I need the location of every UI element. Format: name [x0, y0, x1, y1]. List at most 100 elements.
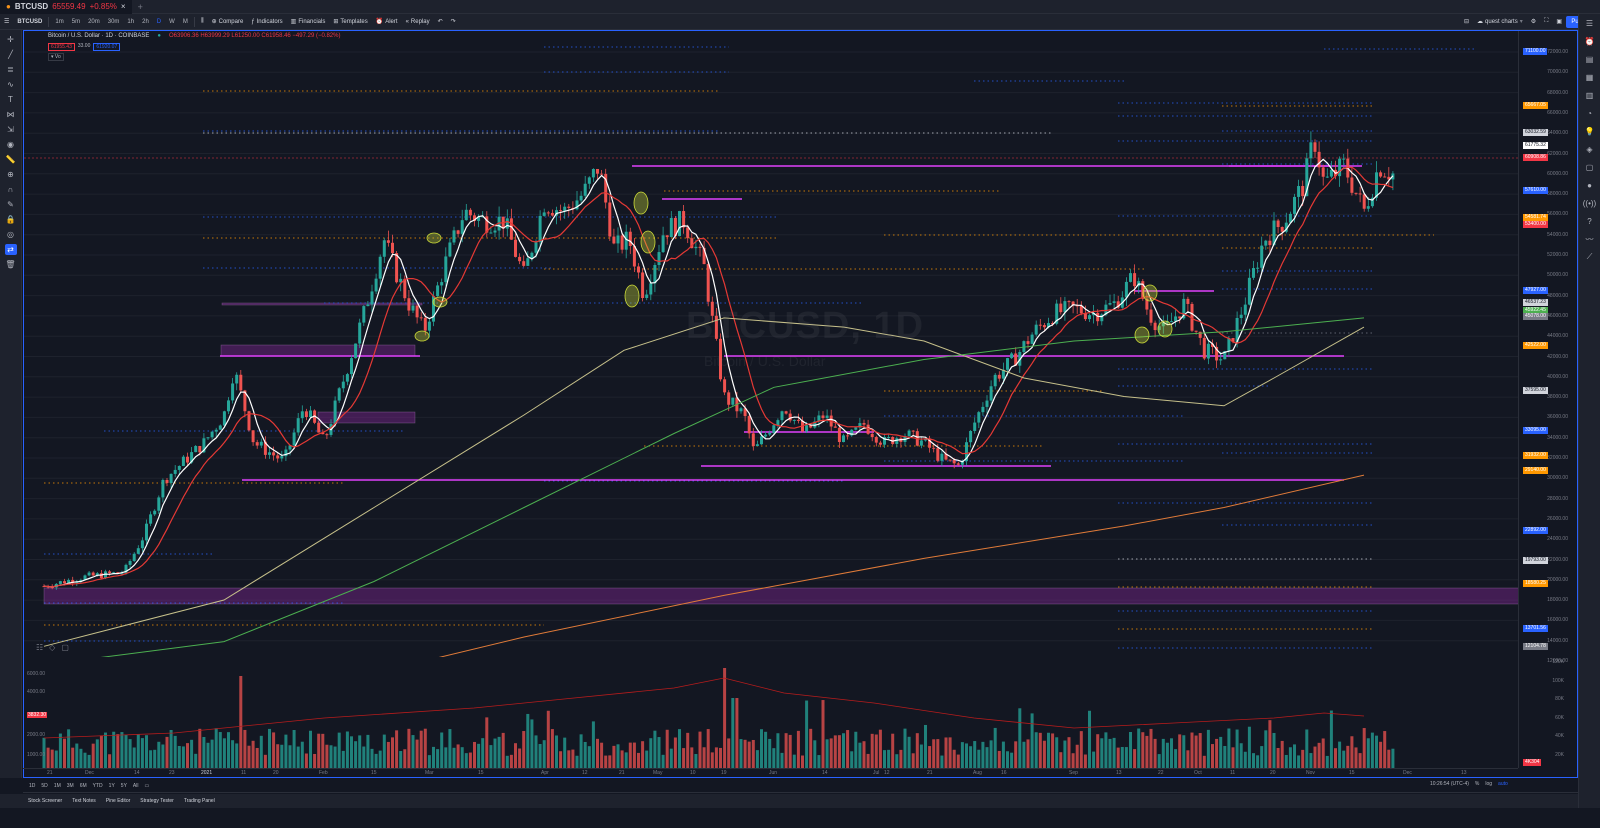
pine-editor-tab[interactable]: Pine Editor: [105, 798, 131, 804]
timeframe-1h[interactable]: 1h: [127, 18, 135, 25]
volume-chart[interactable]: [24, 658, 1518, 768]
fib-icon[interactable]: ≣: [7, 64, 14, 74]
timeframe-1m[interactable]: 1m: [55, 18, 64, 25]
range-button[interactable]: 1D: [29, 782, 36, 789]
hotlist-icon[interactable]: ▦: [1585, 72, 1594, 82]
goto-date-icon[interactable]: ▭: [144, 782, 150, 789]
annotation-ellipse: [1157, 320, 1173, 338]
bid-price[interactable]: 61955.43: [48, 43, 75, 51]
templates-button[interactable]: ⊞ Templates: [329, 14, 371, 30]
eye-outline-icon[interactable]: ◇: [49, 643, 56, 652]
range-button[interactable]: 5Y: [120, 782, 127, 789]
volume-indicator-label[interactable]: ▾ Vo: [48, 53, 64, 61]
maximize-pane-icon[interactable]: ▢: [61, 643, 69, 652]
camera-icon[interactable]: ▣: [1556, 19, 1562, 25]
supply-demand-zone: [43, 587, 1518, 605]
timeframe-d[interactable]: D: [156, 18, 162, 25]
ideas-icon[interactable]: ◔: [1587, 108, 1592, 118]
magnet-icon[interactable]: ∩: [7, 184, 14, 194]
eye-icon[interactable]: ◉: [7, 139, 14, 149]
sync-drawing-icon[interactable]: ⇄: [4, 244, 17, 255]
price-chart[interactable]: [24, 31, 1518, 657]
text-icon[interactable]: T: [8, 94, 13, 104]
chart-type-icon[interactable]: ⫼: [200, 18, 204, 24]
timeframe-20m[interactable]: 20m: [88, 18, 100, 25]
timeframe-w[interactable]: W: [169, 18, 175, 25]
stock-screener-tab[interactable]: Stock Screener: [28, 798, 63, 804]
annotation-ellipse: [414, 330, 430, 342]
help-icon[interactable]: ?: [1587, 216, 1592, 226]
chat-icon[interactable]: ▢: [1585, 162, 1594, 172]
pattern-icon[interactable]: ⋈: [6, 109, 15, 119]
trading-panel-tab[interactable]: Trading Panel: [183, 798, 215, 804]
close-tab-icon[interactable]: ×: [120, 2, 126, 11]
ask-price[interactable]: 61920.07: [93, 43, 121, 51]
time-axis-label: 2021: [201, 770, 213, 776]
replay-button[interactable]: «Replay: [402, 14, 434, 30]
timeframe-2h[interactable]: 2h: [142, 18, 149, 25]
trash-icon[interactable]: 🗑: [5, 259, 16, 269]
timeframe-m[interactable]: M: [182, 18, 188, 25]
undo-icon[interactable]: ↶: [437, 19, 443, 25]
percent-toggle[interactable]: %: [1474, 781, 1480, 787]
brush-icon[interactable]: ∿: [7, 79, 14, 89]
calendar-icon[interactable]: ▥: [1585, 90, 1594, 100]
candle: [887, 434, 891, 439]
volume-bar: [427, 755, 431, 768]
price-axis[interactable]: 72000.00 70000.00 68000.00 66000.00 64000.00…: [1518, 31, 1578, 664]
range-button[interactable]: YTD: [92, 782, 103, 789]
redo-icon[interactable]: ↷: [450, 19, 456, 25]
range-button[interactable]: All: [132, 782, 139, 789]
drawing-list-icon[interactable]: ☷: [36, 643, 44, 652]
strategy-tester-tab[interactable]: Strategy Tester: [140, 798, 174, 804]
financials-button[interactable]: ▥ Financials: [287, 14, 330, 30]
auto-toggle[interactable]: auto: [1498, 781, 1508, 787]
watchlist-icon[interactable]: ☰: [1585, 18, 1594, 28]
candle: [251, 430, 255, 446]
text-notes-tab[interactable]: Text Notes: [72, 798, 96, 804]
chart-pane[interactable]: [23, 30, 1578, 778]
new-tab-icon[interactable]: +: [137, 1, 143, 12]
clock[interactable]: 10:26:54 (UTC-4): [1430, 781, 1469, 787]
crosshair-icon[interactable]: ✛: [7, 34, 14, 44]
volume-axis[interactable]: 120K 100K 80K 60K 40K 20K 4K304: [1518, 657, 1578, 768]
lock-icon[interactable]: 🔒: [5, 214, 16, 224]
range-button[interactable]: 1M: [53, 782, 61, 789]
pulse-icon[interactable]: 〰: [1585, 234, 1594, 244]
chart-tab[interactable]: ● BTCUSD 65559.49 +0.85% ×: [0, 0, 132, 14]
symbol-search[interactable]: BTCUSD: [13, 14, 46, 30]
measure-icon[interactable]: ⇲: [7, 124, 14, 134]
broadcast-icon[interactable]: ((•)): [1582, 198, 1597, 208]
range-button[interactable]: 5D: [41, 782, 48, 789]
compare-button[interactable]: ⊕ Compare: [208, 14, 248, 30]
log-toggle[interactable]: log: [1485, 781, 1493, 787]
layout-name-button[interactable]: ☁ quest charts ▾: [1473, 14, 1527, 30]
trendline-icon[interactable]: ╱: [8, 49, 13, 59]
stay-drawing-icon[interactable]: ✎: [7, 199, 14, 209]
ruler-icon[interactable]: 📏: [5, 154, 16, 164]
alert-button[interactable]: ⏰ Alert: [372, 14, 402, 30]
time-axis[interactable]: 21 Dec 14 23 2021 11 20 Feb 15 Mar 15 Apr 12 21 May 10 1…: [23, 768, 1518, 778]
settings-gear-icon[interactable]: ⚙: [1530, 19, 1537, 25]
candle: [149, 511, 153, 527]
timeframe-5m[interactable]: 5m: [71, 18, 81, 25]
streams-icon[interactable]: ◈: [1586, 144, 1593, 154]
visibility-icon[interactable]: ◎: [7, 229, 14, 239]
range-button[interactable]: 1Y: [108, 782, 115, 789]
range-button[interactable]: 3M: [66, 782, 74, 789]
timeframe-30m[interactable]: 30m: [107, 18, 120, 25]
trend-icon[interactable]: ⟋: [1586, 252, 1593, 261]
lightbulb-icon[interactable]: 💡: [1584, 126, 1595, 136]
zoom-icon[interactable]: ⊕: [7, 169, 14, 179]
indicators-button[interactable]: ƒ Indicators: [247, 14, 286, 30]
volume-bar: [1223, 746, 1227, 768]
menu-icon[interactable]: ☰: [4, 19, 10, 25]
layout-icon[interactable]: ⊟: [1464, 19, 1470, 25]
range-button[interactable]: 6M: [79, 782, 87, 789]
volume-bar: [83, 752, 87, 768]
alerts-clock-icon[interactable]: ⏰: [1584, 36, 1595, 46]
data-window-icon[interactable]: ▤: [1585, 54, 1594, 64]
fullscreen-icon[interactable]: ⛶: [1544, 18, 1549, 24]
notifications-icon[interactable]: ●: [1587, 180, 1592, 190]
candle: [300, 405, 304, 423]
